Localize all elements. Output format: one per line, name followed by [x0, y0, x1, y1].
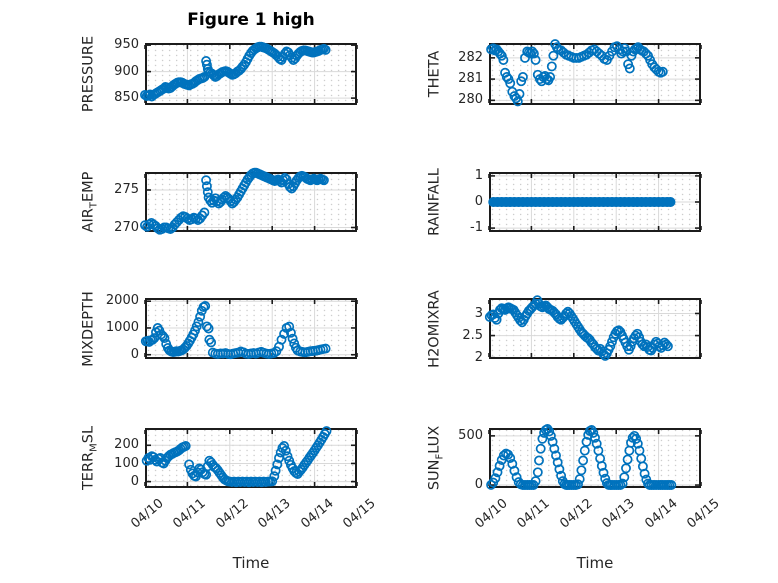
y-tick-label: 200 [114, 437, 139, 453]
x-axis-label-time: Time [576, 554, 614, 572]
y-tick-label: 1000 [105, 320, 139, 335]
y-tick-label: 2 [474, 349, 483, 365]
x-axis-label-time: Time [232, 554, 270, 572]
y-tick-label: 950 [114, 37, 139, 53]
plot-area-theta [486, 39, 702, 107]
y-tick-label: 0 [130, 346, 139, 362]
y-tick-label: 900 [114, 63, 139, 79]
y-tick-label: -1 [470, 220, 483, 236]
plot-area-rainfall [488, 172, 702, 232]
figure-title: Figure 1 high [187, 10, 315, 30]
y-tick-label: 275 [114, 182, 139, 197]
y-tick-label: 500 [458, 427, 483, 443]
y-tick-label: 2000 [105, 293, 139, 309]
y-tick-label: 280 [458, 92, 483, 108]
plot-area-sun-flux [486, 424, 702, 490]
y-tick-label: 2.5 [462, 327, 483, 343]
plot-area-mixdepth [140, 298, 358, 360]
plot-area-terr-msl [141, 426, 358, 488]
y-label-subscript: F [434, 453, 446, 460]
y-tick-label: 270 [114, 219, 139, 235]
plot-area-air-temp [140, 167, 358, 235]
y-tick-label: 850 [114, 90, 139, 106]
y-tick-label: 1 [474, 167, 483, 183]
y-tick-label: 282 [458, 49, 483, 65]
y-tick-label: 100 [114, 455, 139, 471]
y-tick-label: 3 [474, 305, 483, 321]
y-label-subscript: T [88, 202, 100, 209]
plot-area-h2omixra [484, 295, 702, 361]
y-tick-label: 281 [458, 71, 483, 87]
y-tick-label: 0 [474, 477, 483, 492]
y-tick-label: 0 [130, 473, 139, 489]
y-tick-label: 0 [474, 194, 483, 209]
plot-area-pressure [140, 41, 358, 105]
